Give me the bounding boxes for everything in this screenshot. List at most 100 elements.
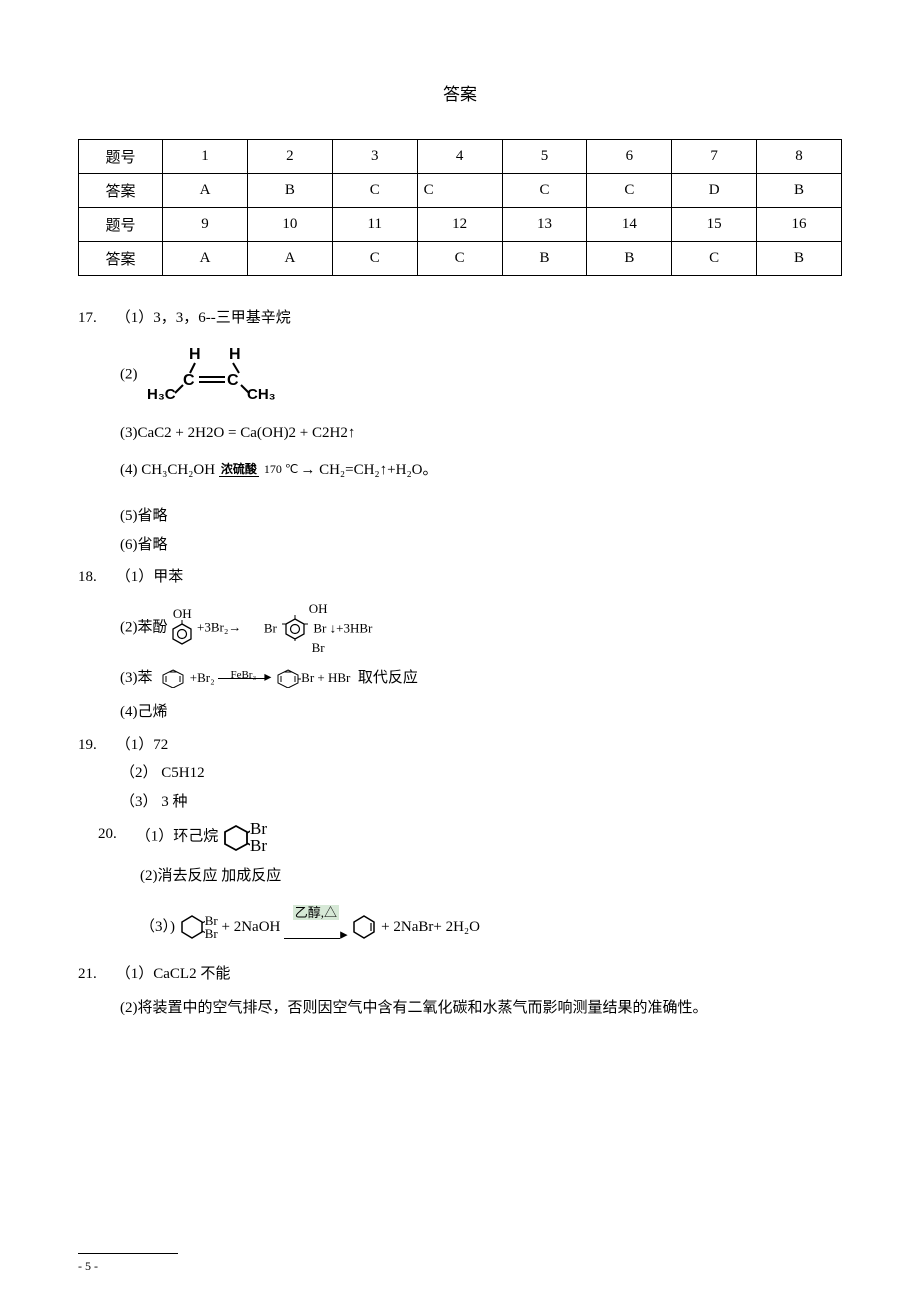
question-21: 21. （1）CaCL2 不能 (2)将装置中的空气排尽，否则因空气中含有二氧化…: [78, 960, 842, 1023]
cell: A: [163, 242, 248, 276]
q18-p4: (4)己烯: [120, 698, 842, 727]
q20-p1-label: （1）环己烷: [136, 829, 219, 845]
cond-bot: 170 ℃: [262, 462, 300, 476]
cell: C: [332, 174, 417, 208]
row-header: 答案: [79, 242, 163, 276]
page: 答案 题号 1 2 3 4 5 6 7 8 答案 A B C C C C D B…: [0, 0, 920, 1302]
dibromocyclohexane-icon: [222, 820, 250, 854]
plus-br2: +Br₂: [190, 670, 215, 685]
q-number: 18.: [78, 563, 112, 592]
table-row: 答案 A A C C B B C B: [79, 242, 842, 276]
label: (4): [120, 462, 138, 478]
table-row: 题号 9 10 11 12 13 14 15 16: [79, 208, 842, 242]
cell: 9: [163, 208, 248, 242]
cell: 14: [587, 208, 672, 242]
reaction-condition: 浓硫酸 170 ℃: [219, 463, 301, 476]
butene-structure-icon: H H C C H₃C CH₃: [147, 345, 277, 406]
question-19: 19. （1）72 （2） C5H12 （3） 3 种: [78, 731, 842, 817]
rhs-text: ↓+3HBr: [330, 620, 373, 635]
atom-h: H: [189, 346, 201, 363]
cell: 6: [587, 140, 672, 174]
lhs: CH₃CH₂OH: [141, 462, 215, 478]
q18-p1: （1）甲苯: [116, 569, 184, 585]
q17-p6: (6)省略: [120, 531, 842, 560]
atom-c: C: [227, 372, 239, 389]
cond: FeBr₃: [230, 669, 256, 681]
cell: 3: [332, 140, 417, 174]
oh-label: OH: [309, 601, 328, 616]
label: (2): [120, 366, 138, 382]
rhs: + 2NaBr+ 2H₂O: [381, 919, 480, 935]
q20-p3: （3）) Br Br + 2NaOH 乙醇,△ ▸ + 2NaBr+ 2H₂O: [140, 899, 842, 956]
cell: 15: [672, 208, 757, 242]
reaction-type: 取代反应: [358, 670, 418, 686]
q18-p2: (2)苯酚 OH +3Br₂→ OH Br: [120, 602, 842, 654]
br-label: Br: [264, 620, 277, 635]
cell: 4: [417, 140, 502, 174]
oh-label: OH: [173, 606, 192, 621]
br-label: Br: [205, 926, 218, 941]
label: (2)苯酚: [120, 619, 168, 635]
cell: B: [757, 242, 842, 276]
table-row: 题号 1 2 3 4 5 6 7 8: [79, 140, 842, 174]
q21-p1: （1）CaCL2 不能: [116, 966, 231, 982]
q-number: 21.: [78, 960, 112, 989]
q17-p3: (3)CaC2 + 2H2O = Ca(OH)2 + C2H2↑: [120, 419, 842, 448]
q17-p1: （1）3，3，6--三甲基辛烷: [116, 310, 291, 326]
q19-p1: （1）72: [116, 737, 169, 753]
cell: C: [587, 174, 672, 208]
cell: B: [502, 242, 587, 276]
benzene-ring-icon: [280, 615, 310, 641]
br-label: Br: [313, 620, 326, 635]
cell: C: [502, 174, 587, 208]
q20-p2: (2)消去反应 加成反应: [140, 862, 842, 891]
phenol-icon: OH: [171, 607, 193, 648]
arrow-icon: →: [300, 462, 315, 478]
cell: C: [332, 242, 417, 276]
row-header: 题号: [79, 140, 163, 174]
q-number: 20.: [98, 820, 132, 849]
cell: 16: [757, 208, 842, 242]
cell: B: [757, 174, 842, 208]
page-number: - 5 -: [78, 1259, 98, 1274]
cell: D: [672, 174, 757, 208]
row-header: 答案: [79, 174, 163, 208]
cyclohexane-icon: [179, 913, 205, 941]
q17-p5: (5)省略: [120, 502, 842, 531]
q19-p2: （2） C5H12: [120, 759, 842, 788]
answer-table-1: 题号 1 2 3 4 5 6 7 8 答案 A B C C C C D B 题号…: [78, 139, 842, 276]
arrow-icon: FeBr₃: [218, 673, 268, 684]
footer-rule: [78, 1253, 178, 1254]
arrow-head-icon: ▸: [340, 927, 348, 943]
reagent: +3Br₂→: [197, 619, 241, 634]
group-ch3: H₃C: [147, 386, 176, 401]
q-number: 17.: [78, 304, 112, 333]
cell: 5: [502, 140, 587, 174]
q18-p3: (3)苯 +Br₂ FeBr₃▸ Br + HBr 取代反应: [120, 664, 842, 693]
label: （3）): [140, 919, 175, 935]
cell: 7: [672, 140, 757, 174]
cond-top: 浓硫酸: [219, 462, 259, 477]
cell: C: [672, 242, 757, 276]
rhs: CH₂=CH₂↑+H₂O。: [319, 462, 437, 478]
cond-ethanol: 乙醇,△: [293, 905, 339, 920]
page-title: 答案: [78, 80, 842, 105]
tribromophenol-icon: OH Br Br ↓+3HBr Br: [264, 602, 372, 654]
cell: B: [247, 174, 332, 208]
question-20: 20. （1）环己烷 Br Br (2)消去反应 加成反应 （3）) Br Br: [98, 820, 842, 956]
cell: C: [417, 174, 502, 208]
label: (3)苯: [120, 670, 153, 686]
atom-c: C: [183, 372, 195, 389]
plus-naoh: + 2NaOH: [222, 919, 281, 935]
cell: A: [247, 242, 332, 276]
rhs: Br + HBr: [301, 670, 350, 685]
cell: 13: [502, 208, 587, 242]
cell: A: [163, 174, 248, 208]
br-label: Br: [312, 640, 325, 655]
cell: 1: [163, 140, 248, 174]
cell: 12: [417, 208, 502, 242]
arrow-line-icon: [284, 938, 340, 939]
cell: 2: [247, 140, 332, 174]
q17-p2: (2) H H C C H₃C CH₃: [120, 345, 842, 406]
q-number: 19.: [78, 731, 112, 760]
